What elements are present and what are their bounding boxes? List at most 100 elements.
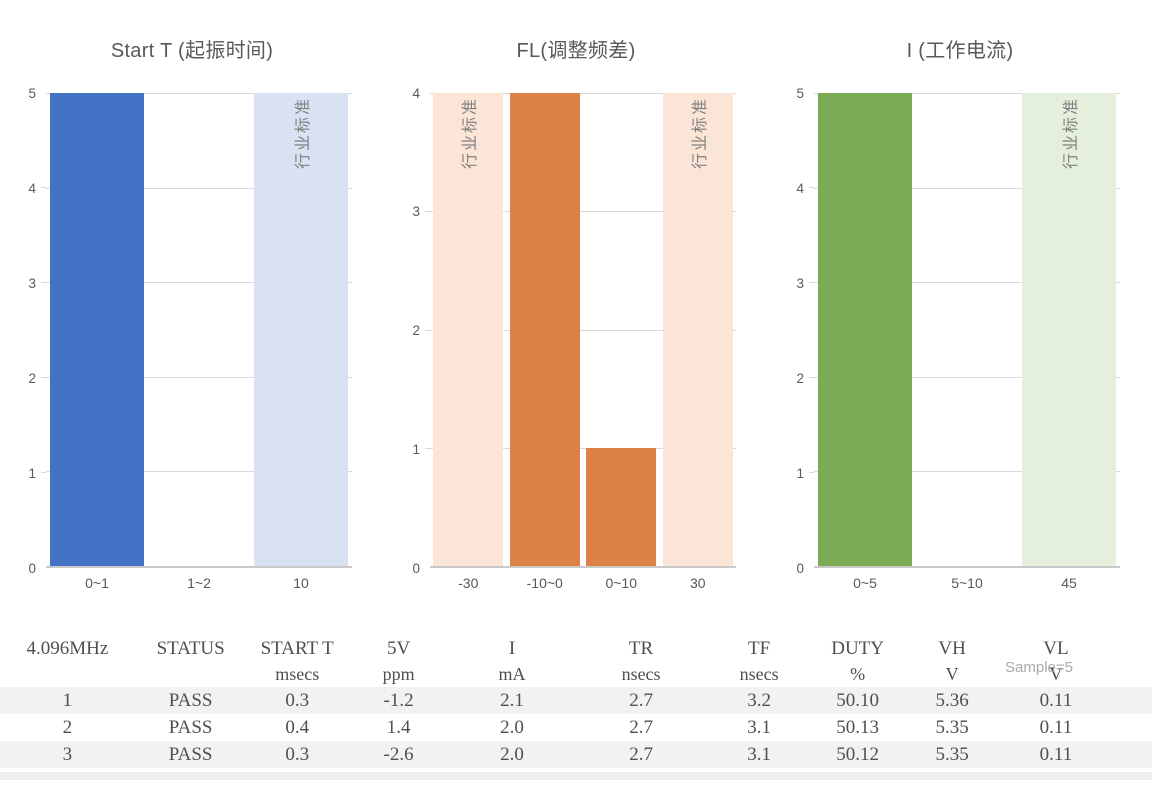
gridline [46, 187, 352, 189]
measured-value-bar [509, 93, 580, 566]
table-row: 1 PASS 0.3 -1.2 2.1 2.7 3.2 50.10 5.36 0.11 [0, 687, 1152, 714]
plot: 行业标准 [814, 93, 1120, 568]
column-header-unit: mA [498, 664, 526, 684]
table-cell: 50.12 [836, 744, 879, 765]
table-cell: 2.7 [629, 744, 653, 765]
table-cell: PASS [168, 717, 213, 738]
industry-standard-bar: 行业标准 [1022, 93, 1116, 566]
table-cell: 0.3 [285, 690, 310, 711]
table-cell: 3.1 [747, 744, 771, 765]
column-header-unit: V [1049, 664, 1063, 684]
column-header-name: DUTY [831, 638, 884, 659]
table-cell: 0.11 [1039, 744, 1073, 765]
table-cell: 0.11 [1039, 717, 1073, 738]
column-header: VL V [1000, 633, 1152, 687]
y-axis-tick-label: 3 [412, 204, 420, 219]
column-header-unit: ppm [382, 664, 415, 684]
x-axis-category-label: 45 [1061, 575, 1077, 591]
column-header-unit: nsecs [739, 664, 779, 684]
x-axis-category-label: 30 [689, 575, 706, 591]
y-axis-tick-label: 2 [412, 322, 420, 338]
column-header: TR nsecs [575, 633, 707, 687]
x-axis-category-label: 10 [293, 575, 309, 591]
chart-plot-area: 0 1 2 3 4 5 行业标准 [768, 86, 1152, 574]
y-axis-tick-label: 0 [796, 560, 804, 576]
y-axis-tick-mark [809, 187, 814, 188]
column-header-name: VH [938, 638, 966, 659]
x-axis-category-label: 0~10 [605, 575, 638, 591]
column-header-unit: msecs [275, 664, 320, 684]
table-cell: 0.3 [285, 744, 310, 765]
gridline [46, 471, 352, 473]
table-cell: -2.6 [383, 744, 414, 765]
x-axis-category-label: 0~1 [85, 575, 109, 591]
column-header-unit: V [945, 664, 959, 684]
column-header: START T msecs [247, 633, 348, 687]
table-cell: 2.0 [500, 744, 524, 765]
x-axis-labels: -30 -10~0 0~10 30 [384, 568, 768, 591]
column-header: 4.096MHz [0, 633, 135, 687]
y-axis-tick-mark [809, 282, 814, 283]
column-header-name: TF [748, 638, 771, 659]
x-axis-category-label: -30 [458, 575, 479, 591]
gridline [430, 93, 736, 94]
x-axis-labels: 0~1 1~2 10 [0, 568, 384, 591]
y-axis-tick-label: 1 [796, 465, 804, 481]
chart-title: Start T (起振时间) [110, 40, 274, 62]
gridline [430, 211, 736, 213]
column-header-unit: % [850, 664, 866, 684]
table-cell: 1.4 [386, 717, 411, 738]
y-axis-tick-label: 1 [412, 441, 420, 457]
x-axis-category-label: 5~10 [951, 575, 983, 591]
column-header-name: 5V [386, 638, 411, 659]
column-header: VH V [904, 633, 1000, 687]
column-header: TF nsecs [707, 633, 811, 687]
y-axis-tick-label: 4 [796, 180, 804, 196]
plot: 行业标准 [46, 93, 352, 568]
y-axis: 0 1 2 3 4 [390, 86, 430, 574]
column-header-unit: nsecs [621, 664, 661, 684]
y-axis-tick-mark [41, 377, 46, 378]
chart-title: FL(调整频差) [516, 40, 636, 62]
y-axis-tick-label: 2 [796, 370, 804, 386]
chart-plot-area: 0 1 2 3 4 行业标准 行业标准 [384, 86, 768, 574]
table-cell: PASS [168, 744, 213, 765]
column-header-name: 4.096MHz [26, 638, 109, 659]
table-cell: 2.7 [629, 717, 653, 738]
measured-value-bar [50, 93, 144, 566]
table-cell: PASS [168, 690, 213, 711]
table-cell: 3 [62, 744, 73, 765]
column-header-name: I [508, 638, 516, 659]
y-axis: 0 1 2 3 4 5 [774, 86, 814, 574]
results-table-section: Sample=5 4.096MHz STATUS START T msecs 5V ppm… [0, 633, 1152, 780]
table-cell: 0.11 [1039, 690, 1073, 711]
table-cell: 5.35 [935, 717, 969, 738]
chart-start-t: Start T (起振时间) 0 1 2 3 4 5 行业标准 0~1 1~2 10 [0, 14, 384, 591]
y-axis-tick-label: 5 [28, 85, 36, 101]
sample-count-note: Sample=5 [1005, 659, 1073, 676]
industry-standard-label: 行业标准 [462, 96, 480, 170]
table-cell: 3.1 [747, 717, 771, 738]
y-axis-tick-label: 3 [28, 275, 36, 291]
chart-plot-area: 0 1 2 3 4 5 行业标准 [0, 86, 384, 574]
y-axis-tick-label: 4 [28, 180, 36, 196]
table-cell: 3.2 [747, 690, 771, 711]
y-axis-tick-mark [41, 472, 46, 473]
y-axis-tick-label: 0 [412, 560, 420, 576]
column-header-name: STATUS [156, 638, 225, 659]
gridline [46, 93, 352, 94]
gridline [814, 93, 1120, 94]
y-axis-tick-mark [425, 448, 430, 450]
y-axis-tick-mark [425, 210, 430, 212]
industry-standard-bar: 行业标准 [662, 93, 733, 566]
column-header: DUTY% [811, 633, 904, 687]
plot: 行业标准 行业标准 [430, 93, 736, 568]
y-axis: 0 1 2 3 4 5 [6, 86, 46, 574]
table-cell: 5.36 [935, 690, 969, 711]
table-cell: 2.7 [629, 690, 653, 711]
gridline [46, 376, 352, 378]
table-cell: 1 [62, 690, 73, 711]
y-axis-tick-mark [809, 377, 814, 378]
